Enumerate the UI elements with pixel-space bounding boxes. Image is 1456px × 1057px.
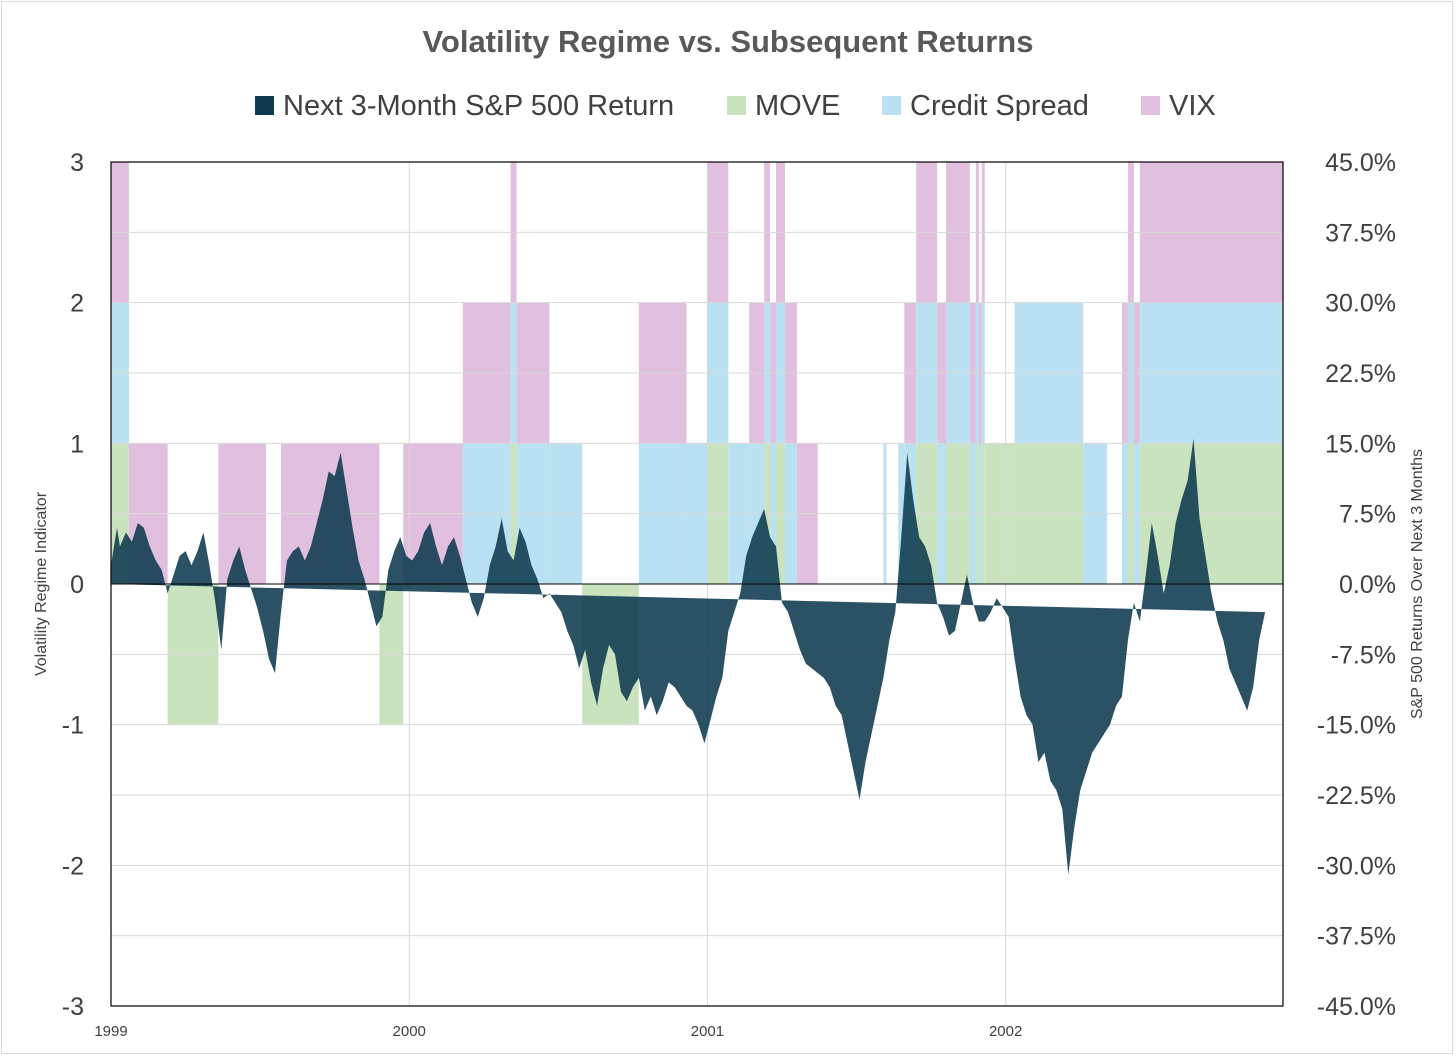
right-tick-label: 7.5%	[1339, 501, 1396, 529]
left-tick-label: -2	[62, 852, 84, 880]
right-tick-label: 15.0%	[1325, 430, 1396, 458]
x-axis-ticks: 1999 2000 2001 2002	[94, 1023, 1022, 1040]
right-tick-label: -7.5%	[1331, 641, 1396, 669]
legend-swatch-returns	[255, 96, 274, 115]
x-tick-label: 1999	[94, 1023, 127, 1040]
right-tick-label: -45.0%	[1317, 993, 1396, 1021]
right-tick-label: 37.5%	[1325, 219, 1396, 247]
legend-swatch-vix	[1141, 96, 1160, 115]
chart-title: Volatility Regime vs. Subsequent Returns	[423, 24, 1034, 59]
right-tick-label: -15.0%	[1317, 712, 1396, 740]
right-tick-label: 30.0%	[1325, 290, 1396, 318]
returns-area	[111, 438, 1266, 875]
right-axis-ticks: 45.0% 37.5% 30.0% 22.5% 15.0% 7.5% 0.0% -7.5% -1…	[1317, 149, 1396, 1021]
left-tick-label: 2	[70, 290, 84, 318]
right-tick-label: -22.5%	[1317, 782, 1396, 810]
left-tick-label: -3	[62, 993, 84, 1021]
legend-label-returns: Next 3-Month S&P 500 Return	[283, 90, 674, 122]
left-axis-ticks: 3 2 1 0 -1 -2 -3	[62, 149, 84, 1021]
legend: Next 3-Month S&P 500 Return MOVE Credit …	[255, 90, 1216, 122]
legend-label-vix: VIX	[1169, 90, 1216, 122]
x-tick-label: 2001	[691, 1023, 724, 1040]
legend-swatch-credit	[882, 96, 901, 115]
left-tick-label: 1	[70, 430, 84, 458]
legend-swatch-move	[727, 96, 746, 115]
right-tick-label: 0.0%	[1339, 571, 1396, 599]
right-axis-title: S&P 500 Returns Over Next 3 Months	[1409, 449, 1426, 719]
right-tick-label: -37.5%	[1317, 923, 1396, 951]
returns-area-path	[111, 438, 1266, 875]
legend-label-move: MOVE	[755, 90, 840, 122]
right-tick-label: -30.0%	[1317, 852, 1396, 880]
left-tick-label: 3	[70, 149, 84, 177]
x-tick-label: 2000	[393, 1023, 426, 1040]
left-tick-label: -1	[62, 712, 84, 740]
left-axis-title: Volatility Regime Indicator	[33, 491, 50, 676]
plot-axes	[110, 161, 1284, 1007]
right-tick-label: 22.5%	[1325, 360, 1396, 388]
left-tick-label: 0	[70, 571, 84, 599]
x-tick-label: 2002	[989, 1023, 1022, 1040]
right-tick-label: 45.0%	[1325, 149, 1396, 177]
legend-label-credit: Credit Spread	[910, 90, 1089, 122]
